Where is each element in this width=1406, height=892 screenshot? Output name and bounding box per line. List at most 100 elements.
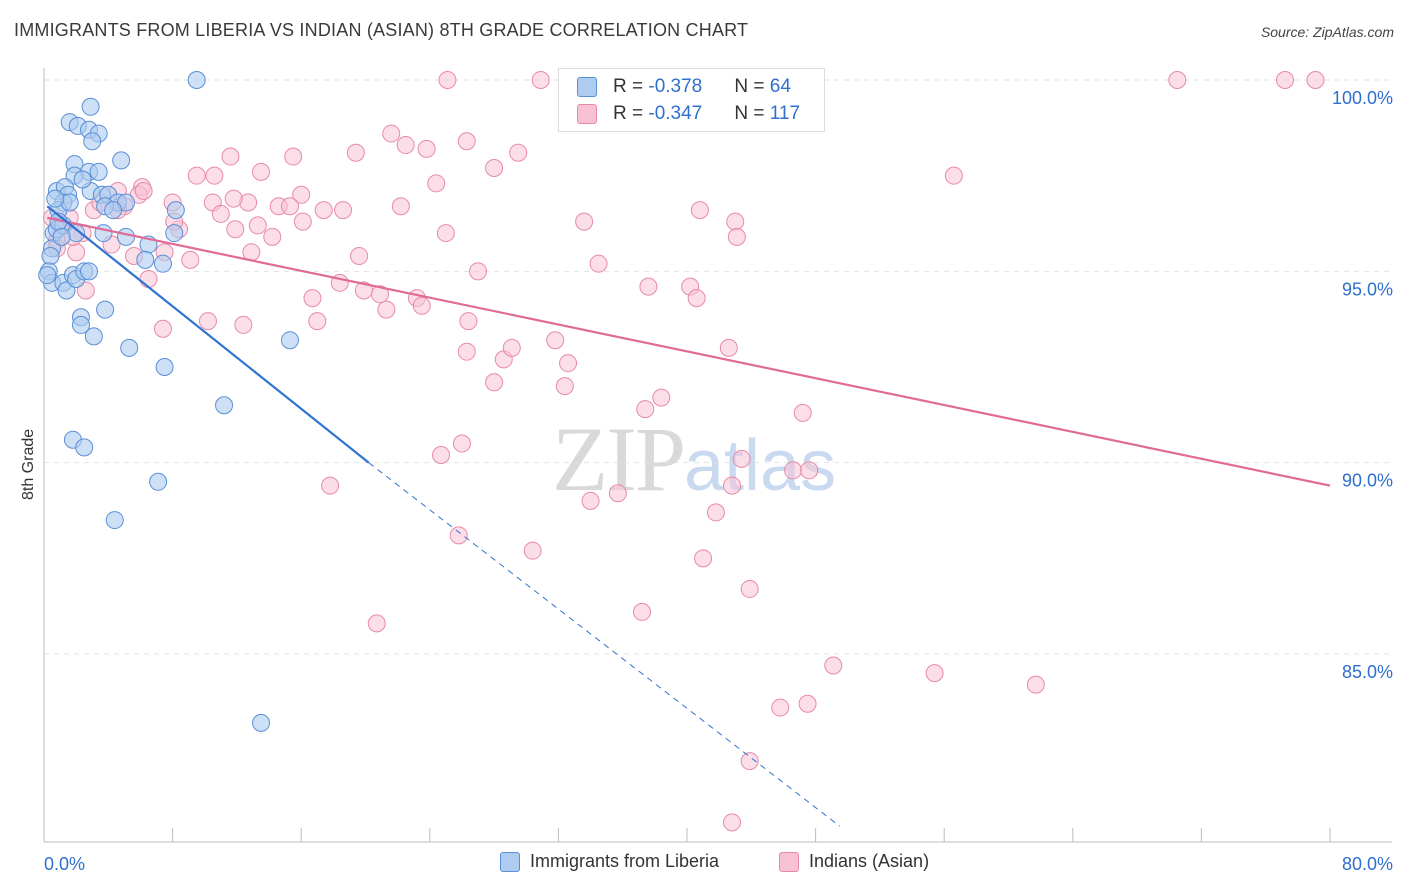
indian-asian-point [346, 143, 365, 162]
indian-asian-point [382, 124, 401, 143]
r-value: -0.378 [648, 76, 703, 97]
indian-asian-point [321, 476, 340, 495]
indian-asian-point [824, 656, 843, 675]
indian-asian-point [354, 281, 373, 300]
liberia-point [83, 132, 102, 151]
indian-asian-point [263, 227, 282, 246]
liberia-point [38, 266, 57, 285]
indian-asian-point [139, 269, 158, 288]
source-label: Source: ZipAtlas.com [1260, 24, 1394, 40]
indian-asian-point [224, 189, 243, 208]
indian-asian-point [226, 220, 245, 239]
indian-asian-point [292, 185, 311, 204]
legend: Immigrants from Liberia Indians (Asian) [0, 851, 1406, 879]
indian-asian-point [723, 813, 742, 832]
liberia-point [41, 247, 60, 266]
indian-asian-point [608, 484, 627, 503]
r-label: R = [613, 103, 649, 124]
indian-asian-point [391, 197, 410, 216]
indian-asian-point [303, 289, 322, 308]
stats-row-indian: R = -0.347 N = 117 [577, 102, 800, 126]
indian-asian-point [333, 201, 352, 220]
indian-asian-point [690, 201, 709, 220]
liberia-point [57, 281, 76, 300]
indian-asian-point [546, 331, 565, 350]
series-immigrants-from-liberia [38, 71, 299, 732]
legend-item-indian[interactable]: Indians (Asian) [779, 851, 929, 872]
correlation-stats-box: R = -0.378 N = 64 R = -0.347 N = 117 [558, 68, 825, 132]
indian-asian-point [723, 476, 742, 495]
liberia-point [89, 162, 108, 181]
liberia-point [120, 338, 139, 357]
indian-asian-point [509, 143, 528, 162]
liberia-point [187, 71, 206, 89]
liberia-point [71, 315, 90, 334]
indian-asian-point [76, 281, 95, 300]
indian-asian-point [726, 212, 745, 231]
indian-asian-point [134, 181, 153, 200]
liberia-point [94, 224, 113, 243]
indian-asian-point [694, 549, 713, 568]
liberia-point [215, 396, 234, 415]
x-axis [43, 68, 1392, 843]
indian-asian-point [793, 403, 812, 422]
y-tick-label: 95.0% [1342, 279, 1393, 299]
indian-asian-point [531, 71, 550, 89]
indian-asian-point [485, 373, 504, 392]
indian-asian-point [248, 216, 267, 235]
legend-item-liberia[interactable]: Immigrants from Liberia [500, 851, 719, 872]
indian-asian-point [944, 166, 963, 185]
liberia-point [112, 151, 131, 170]
indian-asian-point [687, 289, 706, 308]
liberia-swatch [500, 851, 520, 872]
indian-asian-point [452, 434, 471, 453]
indian-asian-point [211, 204, 230, 223]
indian-asian-point [800, 461, 819, 480]
liberia-point [252, 713, 271, 732]
y-tick-label: 85.0% [1342, 662, 1393, 682]
n-value: 64 [769, 76, 791, 97]
liberia-point [105, 511, 124, 530]
liberia-point [73, 170, 92, 189]
indian-asian-point [485, 159, 504, 178]
indian-asian-point [308, 312, 327, 331]
x-tick-label: 80.0% [1342, 854, 1393, 874]
indian-asian-point [652, 388, 671, 407]
indian-asian-point [732, 449, 751, 468]
indian-asian-point [581, 491, 600, 510]
liberia-point [136, 250, 155, 269]
indian-asian-point [719, 338, 738, 357]
indian-asian-point [740, 752, 759, 771]
indian-asian-point [205, 166, 224, 185]
liberia-stat-swatch [577, 77, 597, 97]
y-tick-label: 100.0% [1332, 88, 1393, 108]
indian-asian-point [412, 296, 431, 315]
indian-asian-point [234, 315, 253, 334]
indian-trend-line [46, 216, 1331, 487]
chart-title: IMMIGRANTS FROM LIBERIA VS INDIAN (ASIAN… [14, 20, 749, 40]
indian-asian-point [432, 446, 451, 465]
n-label: N = [734, 103, 770, 124]
indian-asian-point [1306, 71, 1325, 89]
liberia-trend-line [46, 205, 370, 464]
stats-row-liberia: R = -0.378 N = 64 [577, 75, 791, 99]
liberia-point [80, 262, 99, 281]
indian-asian-point [396, 136, 415, 155]
indian-asian-point [925, 664, 944, 683]
r-label: R = [613, 76, 649, 97]
indian-asian-point [1026, 675, 1045, 694]
indian-asian-point [280, 197, 299, 216]
indian-asian-point [187, 166, 206, 185]
liberia-point [104, 201, 123, 220]
series-indian-asian [43, 71, 1325, 832]
indian-asian-point [221, 147, 240, 166]
liberia-point [81, 97, 100, 116]
indian-asian-point [727, 227, 746, 246]
liberia-point [149, 472, 168, 491]
indian-asian-point [469, 262, 488, 281]
indian-asian-point [771, 698, 790, 717]
indian-asian-point [559, 354, 578, 373]
indian-asian-point [198, 312, 217, 331]
liberia-point [116, 227, 135, 246]
